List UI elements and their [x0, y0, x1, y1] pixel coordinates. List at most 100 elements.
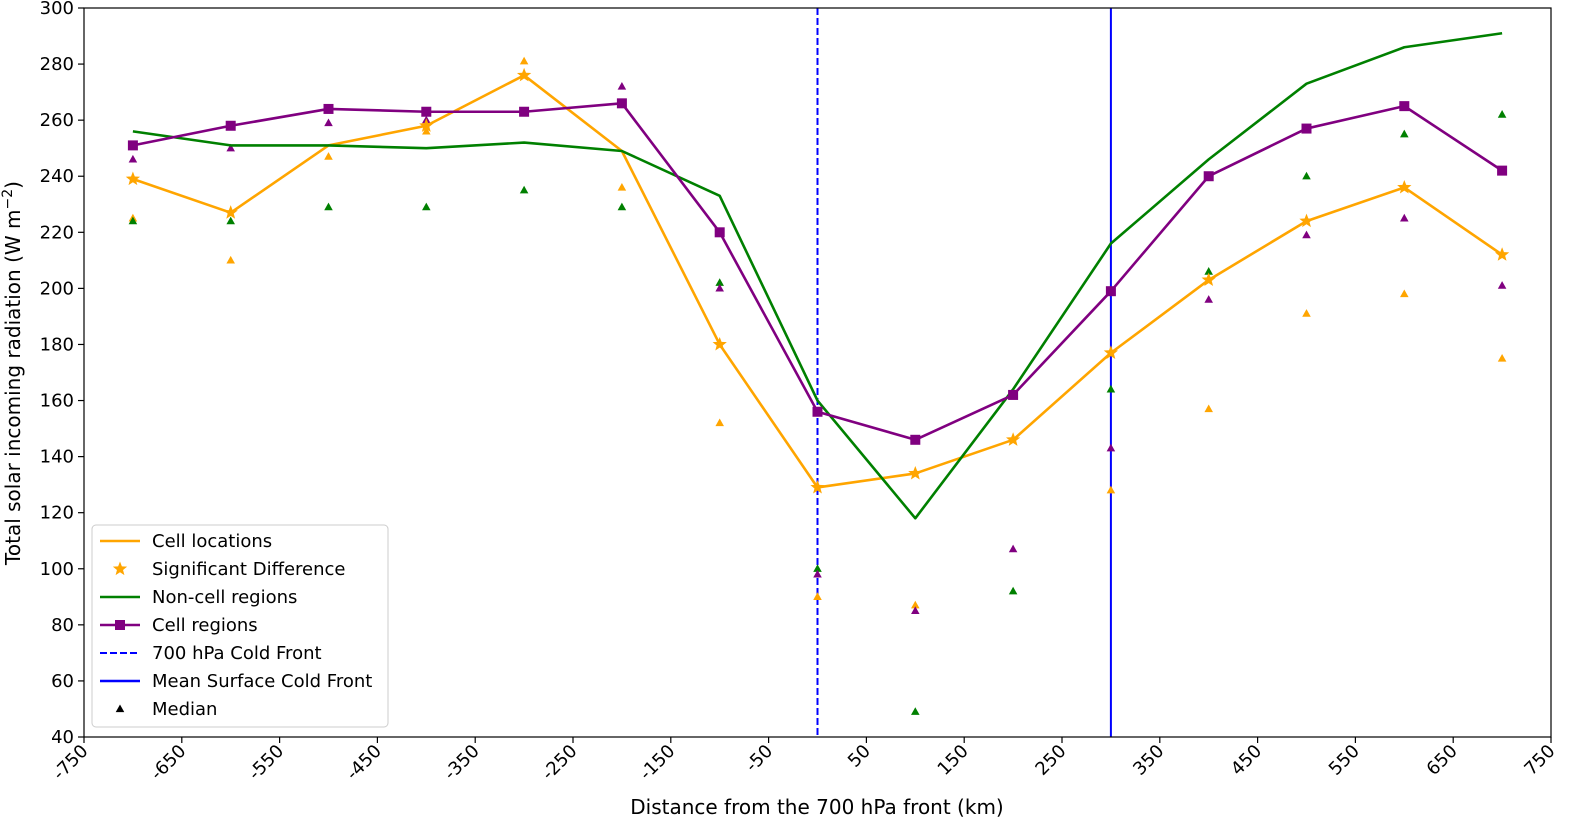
- x-tick-label: 50: [844, 741, 875, 772]
- median-marker-non-cell-regions: [715, 278, 724, 286]
- median-marker-non-cell-regions: [617, 202, 627, 211]
- x-tick-label: -150: [636, 741, 680, 785]
- x-tick-label: 250: [1031, 741, 1070, 780]
- median-marker-cell-regions: [911, 606, 920, 614]
- data-point-cell-regions: [519, 106, 530, 117]
- legend-label-cell-regions: Cell regions: [152, 615, 258, 636]
- median-marker-non-cell-regions: [422, 202, 431, 211]
- legend-label-non-cell-regions: Non-cell regions: [152, 587, 297, 608]
- plot-area: [125, 8, 1510, 737]
- median-marker-cell-locations: [813, 592, 822, 600]
- data-point-cell-regions: [910, 434, 921, 445]
- x-tick-label: 450: [1227, 741, 1266, 780]
- x-axis-title: Distance from the 700 hPa front (km): [630, 795, 1003, 819]
- median-marker-cell-locations: [226, 255, 235, 264]
- median-marker-non-cell-regions: [1204, 267, 1213, 275]
- legend: Cell locations Significant Difference Non-…: [91, 524, 389, 728]
- median-marker-non-cell-regions: [1008, 586, 1018, 595]
- y-axis-title-main: Total solar incoming radiation (W m: [1, 210, 25, 566]
- y-tick-label: 280: [40, 54, 74, 75]
- data-point-cell-regions: [127, 140, 138, 151]
- median-marker-cell-regions: [324, 118, 333, 127]
- y-tick-label: 300: [40, 0, 74, 19]
- significant-difference-star: [223, 205, 238, 219]
- median-marker-cell-regions: [1302, 230, 1311, 239]
- y-tick-label: 120: [40, 503, 74, 524]
- median-marker-cell-locations: [1400, 289, 1409, 298]
- median-marker-non-cell-regions: [324, 202, 333, 211]
- data-point-cell-regions: [616, 98, 627, 109]
- significant-difference-star: [1494, 247, 1510, 261]
- median-marker-cell-regions: [617, 82, 627, 90]
- y-tick-label: 40: [51, 727, 74, 748]
- y-tick-label: 180: [40, 334, 74, 355]
- data-point-cell-regions: [714, 227, 725, 238]
- legend-swatch-significant-difference: [112, 561, 128, 576]
- median-marker-cell-locations: [1204, 404, 1213, 413]
- median-marker-cell-regions: [128, 154, 138, 163]
- legend-label-mean-surface-cold-front: Mean Surface Cold Front: [152, 671, 372, 692]
- y-tick-label: 100: [40, 559, 74, 580]
- data-point-cell-regions: [1008, 389, 1019, 400]
- median-marker-non-cell-regions: [1302, 171, 1311, 180]
- median-marker-cell-regions: [1008, 544, 1018, 553]
- y-axis-title-exponent: −2: [0, 189, 16, 210]
- y-tick-label: 80: [51, 615, 74, 636]
- y-tick-label: 220: [40, 222, 74, 243]
- legend-label-significant-difference: Significant Difference: [152, 559, 346, 580]
- data-point-cell-regions: [421, 106, 432, 117]
- y-tick-label: 240: [40, 166, 74, 187]
- median-marker-cell-locations: [1302, 309, 1311, 317]
- x-tick-label: 750: [1520, 741, 1559, 780]
- median-marker-cell-locations: [1497, 353, 1507, 362]
- x-tick-label: -650: [147, 741, 191, 785]
- median-marker-non-cell-regions: [911, 707, 920, 715]
- median-marker-cell-regions: [1106, 443, 1116, 452]
- plot-frame: [83, 7, 1552, 738]
- series-line-non-cell-regions: [132, 31, 1503, 520]
- median-marker-non-cell-regions: [1400, 129, 1409, 138]
- median-marker-non-cell-regions: [813, 564, 822, 572]
- median-marker-cell-locations: [519, 56, 529, 65]
- data-point-cell-regions: [1203, 171, 1214, 182]
- legend-label-cell-locations: Cell locations: [152, 531, 272, 552]
- data-point-cell-regions: [1105, 286, 1116, 297]
- median-marker-cell-locations: [422, 126, 431, 135]
- significant-difference-star: [712, 336, 727, 351]
- significant-difference-star: [516, 67, 532, 82]
- significant-difference-star: [125, 171, 141, 186]
- data-point-cell-regions: [1301, 123, 1312, 134]
- significant-difference-star: [810, 479, 825, 494]
- median-marker-cell-locations: [911, 600, 920, 609]
- data-point-cell-regions: [225, 120, 236, 131]
- median-marker-non-cell-regions: [1106, 384, 1116, 393]
- median-marker-cell-regions: [813, 569, 822, 578]
- legend-box: [91, 524, 389, 728]
- median-marker-cell-locations: [324, 152, 333, 160]
- legend-label-700-hpa-cold-front: 700 hPa Cold Front: [152, 643, 322, 664]
- y-tick-label: 200: [40, 278, 74, 299]
- significant-difference-star: [1005, 432, 1021, 446]
- y-axis-title-close: ): [1, 181, 25, 189]
- data-point-cell-regions: [1399, 101, 1410, 112]
- y-tick-label: 140: [40, 447, 74, 468]
- significant-difference-star: [1201, 272, 1216, 287]
- x-tick-label: 550: [1325, 741, 1364, 780]
- x-tick-label: -50: [741, 741, 777, 777]
- median-marker-non-cell-regions: [519, 185, 529, 194]
- median-marker-cell-regions: [226, 143, 235, 152]
- significant-difference-star: [1103, 345, 1119, 359]
- significant-difference-star: [1299, 213, 1314, 228]
- data-point-cell-regions: [1497, 165, 1508, 176]
- x-tick-label: 350: [1129, 741, 1168, 780]
- median-marker-non-cell-regions: [226, 216, 235, 225]
- y-tick-label: 260: [40, 110, 74, 131]
- y-tick-label: 160: [40, 391, 74, 412]
- legend-label-median: Median: [152, 699, 217, 720]
- data-point-cell-regions: [323, 103, 334, 114]
- legend-swatch-median: [115, 704, 125, 713]
- significant-difference-star: [419, 118, 434, 132]
- median-marker-non-cell-regions: [128, 216, 138, 225]
- median-marker-cell-regions: [715, 283, 724, 292]
